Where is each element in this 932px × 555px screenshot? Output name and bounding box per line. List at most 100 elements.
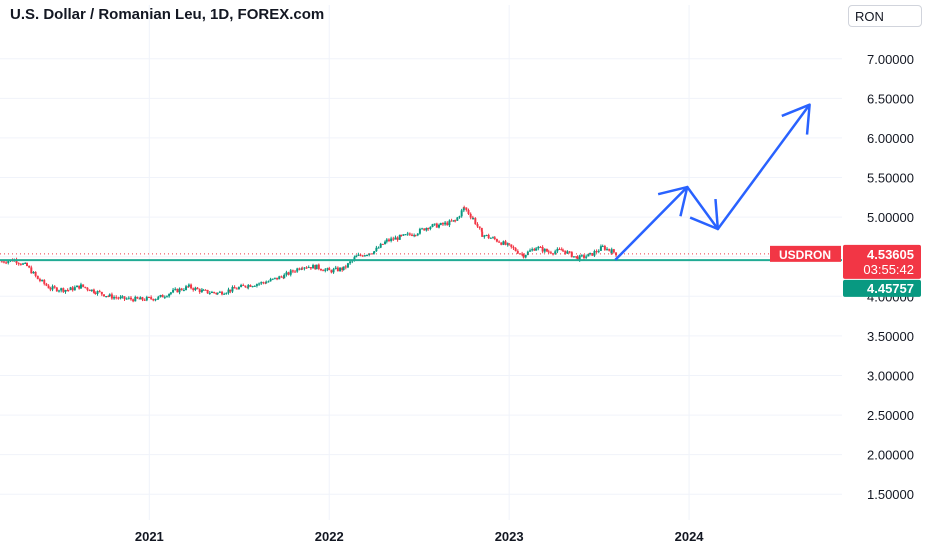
y-tick-label: 5.50000 xyxy=(867,171,914,186)
candle-body xyxy=(194,287,197,291)
candle-body xyxy=(298,268,301,270)
candle-body xyxy=(55,287,58,292)
candle-body xyxy=(30,267,33,274)
candle-body xyxy=(296,268,299,272)
candle-body xyxy=(406,233,409,235)
time-axis[interactable]: 2021 2022 2023 2024 xyxy=(135,529,704,544)
candle-body xyxy=(314,265,317,270)
candle-body xyxy=(303,267,306,269)
candle-body xyxy=(49,288,52,290)
currency-selector[interactable]: RON xyxy=(848,5,922,27)
candle-body xyxy=(456,217,459,221)
candle-body xyxy=(465,207,468,210)
projection-path[interactable] xyxy=(614,103,811,261)
arrowhead-2[interactable] xyxy=(689,198,720,231)
support-level-line[interactable] xyxy=(0,253,842,262)
candle-body xyxy=(472,218,475,220)
candle-body xyxy=(62,288,65,292)
grid-lines xyxy=(0,5,842,520)
candle-body xyxy=(346,263,349,268)
candle-body xyxy=(96,291,99,294)
candle-body xyxy=(433,223,436,225)
candle-body xyxy=(344,266,347,268)
candle-body xyxy=(180,288,183,291)
candle-body xyxy=(514,248,517,252)
x-tick-label: 2022 xyxy=(315,529,344,544)
candle-body xyxy=(349,261,352,264)
candle-body xyxy=(246,287,249,289)
candle-body xyxy=(495,239,498,242)
candle-body xyxy=(249,285,252,287)
price-axis[interactable]: 7.000006.500006.000005.500005.000004.500… xyxy=(867,52,914,502)
candle-body xyxy=(262,282,265,284)
candle-body xyxy=(390,238,393,241)
candle-body xyxy=(154,299,157,301)
candle-body xyxy=(291,270,294,272)
y-tick-label: 6.00000 xyxy=(867,131,914,146)
candle-body xyxy=(36,278,39,280)
candle-body xyxy=(132,299,135,302)
candle-body xyxy=(558,248,561,250)
candle-body xyxy=(240,284,243,288)
candle-body xyxy=(522,254,525,258)
candle-body xyxy=(168,293,171,297)
candle-body xyxy=(0,261,3,263)
candle-body xyxy=(585,256,588,258)
y-tick-label: 2.00000 xyxy=(867,448,914,463)
candle-body xyxy=(578,255,581,261)
candle-body xyxy=(322,270,325,272)
arrowhead-3[interactable] xyxy=(781,103,811,135)
candle-body xyxy=(309,267,312,269)
candle-body xyxy=(265,282,268,284)
candle-body xyxy=(564,250,567,254)
candle-body xyxy=(441,223,444,225)
candle-body xyxy=(64,289,67,292)
candle-body xyxy=(510,244,513,247)
candle-body xyxy=(235,288,238,290)
y-tick-label: 7.00000 xyxy=(867,52,914,67)
candle-body xyxy=(361,255,364,257)
candle-body xyxy=(396,237,399,240)
candle-body xyxy=(121,296,124,298)
candle-body xyxy=(102,294,105,297)
arrowhead-1[interactable] xyxy=(657,185,689,217)
candle-body xyxy=(339,267,342,272)
candle-body xyxy=(71,287,74,291)
candle-body xyxy=(182,289,185,291)
candle-body xyxy=(283,274,286,279)
candle-body xyxy=(531,249,534,251)
candle-body xyxy=(454,220,457,222)
candle-body xyxy=(394,237,397,240)
candlestick-series xyxy=(0,205,618,303)
candle-body xyxy=(414,235,417,237)
last-price-text: 4.53605 xyxy=(867,247,914,262)
candle-body xyxy=(427,228,430,230)
candle-body xyxy=(583,255,586,258)
candle-body xyxy=(498,241,501,243)
candle-body xyxy=(38,279,41,281)
candle-body xyxy=(67,290,70,292)
candle-body xyxy=(521,253,524,255)
candle-body xyxy=(556,248,559,252)
candle-body xyxy=(385,239,388,242)
candle-body xyxy=(289,270,292,275)
candle-body xyxy=(127,297,130,299)
projection-arrow-drawing[interactable] xyxy=(614,103,811,261)
candle-body xyxy=(307,267,310,269)
candle-body xyxy=(198,289,201,293)
candle-body xyxy=(208,292,211,294)
candle-body xyxy=(324,269,327,271)
candle-body xyxy=(15,259,18,264)
candle-body xyxy=(273,277,276,279)
candle-body xyxy=(192,288,195,291)
candle-body xyxy=(251,286,254,288)
candle-body xyxy=(123,296,126,300)
candle-body xyxy=(418,228,421,234)
candle-body xyxy=(518,253,521,255)
candle-body xyxy=(448,220,451,226)
candle-body xyxy=(446,222,449,226)
candle-body xyxy=(444,222,447,225)
candle-body xyxy=(597,250,600,252)
